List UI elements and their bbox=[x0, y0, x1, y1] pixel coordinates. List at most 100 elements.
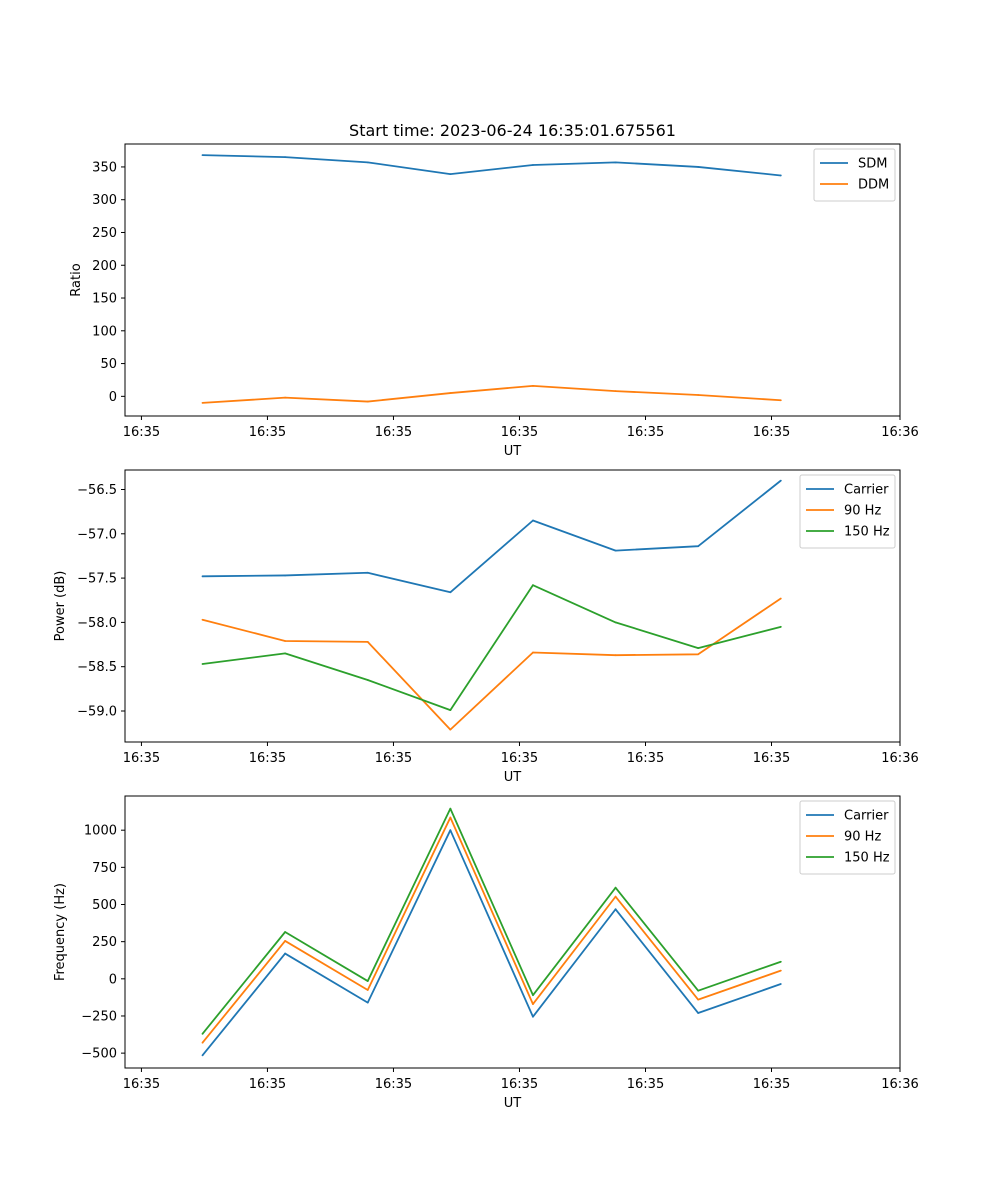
data-point bbox=[201, 401, 204, 404]
y-tick-label: −58.5 bbox=[77, 660, 117, 675]
y-tick-label: 300 bbox=[92, 193, 117, 208]
x-tick-label: 16:35 bbox=[375, 1077, 412, 1092]
chart-panel-2: 16:35 16:35 16:35 16:35 16:35 16:35 16:36 −59.0… bbox=[53, 469, 919, 785]
legend-label: 90 Hz bbox=[844, 504, 881, 519]
y-tick-label: −57.0 bbox=[77, 527, 117, 542]
figure-title: Start time: 2023-06-24 16:35:01.675561 bbox=[349, 121, 676, 140]
data-point bbox=[449, 392, 452, 394]
data-point bbox=[449, 829, 452, 832]
y-tick-label: −59.0 bbox=[77, 704, 117, 719]
data-point bbox=[697, 989, 700, 992]
x-tick-label: 16:35 bbox=[249, 1077, 286, 1092]
data-point bbox=[284, 652, 287, 655]
legend-box bbox=[799, 474, 896, 549]
x-tick-label: 16:35 bbox=[123, 425, 160, 440]
x-tick-label: 16:35 bbox=[627, 1077, 664, 1092]
y-tick-label: 500 bbox=[92, 898, 117, 913]
x-tick-label: 16:35 bbox=[123, 751, 160, 766]
data-point bbox=[284, 396, 287, 399]
y-tick-label: −57.5 bbox=[77, 572, 117, 587]
data-point bbox=[201, 1041, 204, 1044]
x-tick-label: 16:35 bbox=[123, 1077, 160, 1092]
data-point bbox=[366, 989, 369, 991]
x-tick-label: 16:35 bbox=[753, 425, 790, 440]
data-point bbox=[779, 969, 782, 972]
series-line-carrier bbox=[201, 829, 782, 1056]
series-line-90-hz bbox=[202, 597, 782, 731]
data-point bbox=[284, 931, 287, 933]
x-tick-label: 16:35 bbox=[249, 425, 286, 440]
data-point bbox=[284, 156, 287, 159]
data-point bbox=[532, 384, 534, 387]
data-point bbox=[366, 571, 369, 574]
x-tick-label: 16:35 bbox=[375, 751, 412, 766]
y-tick-label: 50 bbox=[100, 357, 117, 372]
data-point bbox=[779, 625, 782, 628]
panels: 16:35 16:35 16:35 16:35 16:35 16:35 16:36 0 50 10… bbox=[53, 143, 919, 1111]
y-axis-label: Frequency (Hz) bbox=[53, 883, 68, 981]
legend-label: 150 Hz bbox=[844, 525, 890, 540]
axes-frame bbox=[124, 143, 901, 417]
data-point bbox=[614, 886, 617, 889]
y-tick-label: 1000 bbox=[84, 824, 117, 839]
data-point bbox=[779, 597, 782, 600]
y-tick-label: 150 bbox=[92, 292, 117, 307]
y-tick-label: −58.0 bbox=[77, 616, 117, 631]
data-point bbox=[697, 647, 700, 649]
data-point bbox=[366, 400, 369, 403]
data-point bbox=[449, 728, 452, 731]
series-line-90-hz bbox=[201, 816, 782, 1044]
legend-label: 150 Hz bbox=[844, 851, 890, 866]
legend-label: DDM bbox=[858, 178, 889, 193]
data-point bbox=[532, 164, 534, 166]
data-point bbox=[366, 640, 369, 643]
data-point bbox=[201, 1054, 204, 1057]
chart-panel-1: 16:35 16:35 16:35 16:35 16:35 16:35 16:36 0 50 10… bbox=[69, 143, 919, 459]
data-point bbox=[532, 1003, 534, 1005]
y-tick-label: 750 bbox=[92, 861, 117, 876]
x-axis-label: UT bbox=[504, 444, 522, 459]
y-tick-label: 0 bbox=[109, 390, 117, 405]
data-point bbox=[532, 584, 534, 587]
data-point bbox=[614, 549, 617, 552]
data-point bbox=[366, 679, 369, 681]
data-point bbox=[201, 1032, 204, 1035]
data-point bbox=[284, 640, 287, 642]
data-point bbox=[284, 574, 287, 577]
y-tick-label: −56.5 bbox=[77, 483, 117, 498]
series-line-150-hz bbox=[202, 584, 782, 711]
x-tick-label: 16:36 bbox=[881, 1077, 918, 1092]
x-tick-label: 16:35 bbox=[627, 751, 664, 766]
data-point bbox=[614, 908, 617, 911]
data-point bbox=[697, 394, 700, 396]
x-tick-label: 16:35 bbox=[249, 751, 286, 766]
x-tick-label: 16:35 bbox=[375, 425, 412, 440]
data-point bbox=[449, 709, 452, 712]
data-point bbox=[697, 166, 700, 168]
data-point bbox=[614, 390, 617, 392]
x-axis-label: UT bbox=[504, 1096, 522, 1111]
data-point bbox=[697, 998, 700, 1001]
y-tick-label: −250 bbox=[81, 1009, 117, 1024]
data-point bbox=[366, 161, 369, 164]
y-tick-label: 0 bbox=[109, 972, 117, 987]
x-tick-label: 16:36 bbox=[881, 751, 918, 766]
legend-label: 90 Hz bbox=[844, 830, 881, 845]
y-axis-label: Power (dB) bbox=[53, 571, 68, 642]
legend-label: Carrier bbox=[844, 809, 889, 824]
series-line-carrier bbox=[202, 479, 782, 594]
y-axis-label: Ratio bbox=[69, 263, 84, 296]
series-line-ddm bbox=[202, 384, 781, 404]
x-tick-label: 16:35 bbox=[627, 425, 664, 440]
x-tick-label: 16:35 bbox=[501, 1077, 538, 1092]
data-point bbox=[532, 651, 534, 654]
axes-frame bbox=[124, 795, 901, 1069]
series-line-150-hz bbox=[201, 807, 782, 1035]
x-tick-label: 16:35 bbox=[501, 751, 538, 766]
data-point bbox=[201, 154, 204, 157]
data-point bbox=[201, 663, 204, 665]
x-axis-label: UT bbox=[504, 770, 522, 785]
data-point bbox=[449, 807, 452, 810]
legend-box bbox=[813, 148, 896, 202]
